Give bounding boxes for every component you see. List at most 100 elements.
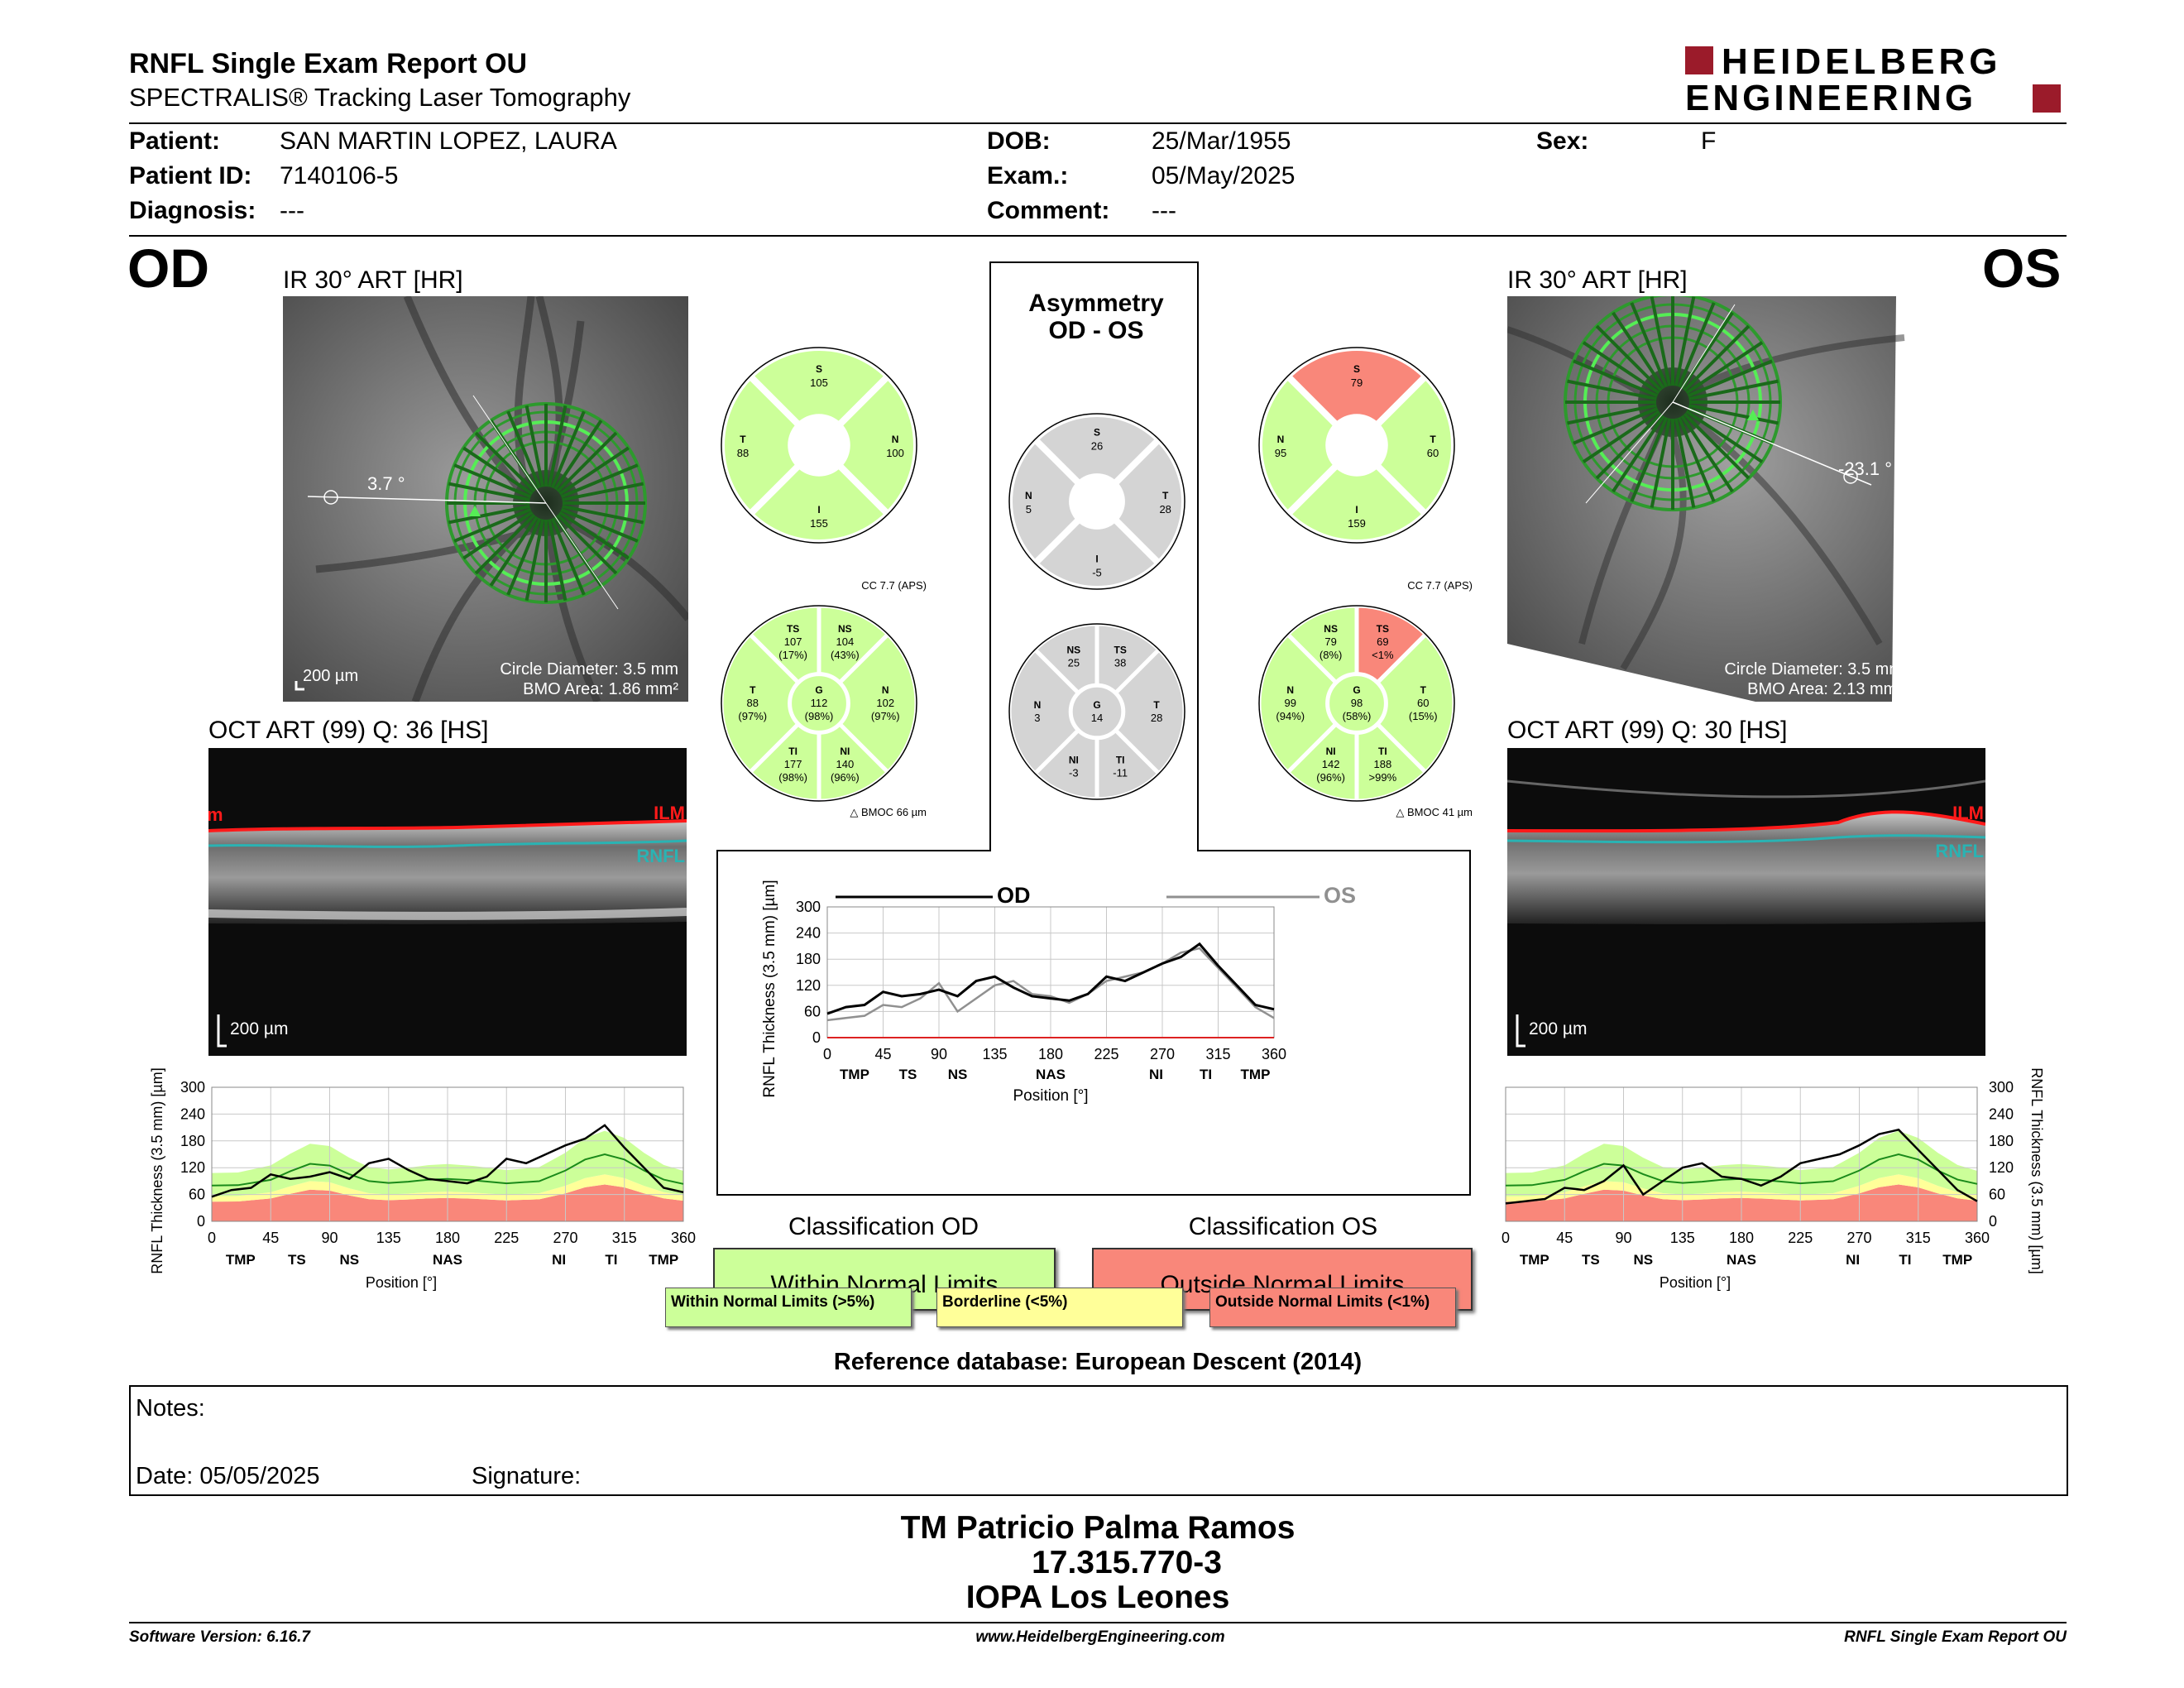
scan-spoke [547,519,568,602]
sector-label: N [892,434,899,445]
os-ilm-label: ILM [1952,803,1984,823]
od-cc-label: CC 7.7 (APS) [861,579,927,592]
sector-text: 102 [876,697,894,709]
os-circle-diameter: Circle Diameter: 3.5 mm [1724,660,1903,679]
sector-axis-label: TMP [226,1252,256,1268]
x-tick-label: 0 [1502,1230,1510,1246]
scan-spoke [1685,341,1764,395]
sector-value: 155 [810,517,828,530]
scan-spoke [462,511,534,560]
scan-spoke [560,463,639,499]
sector-axis-label: TI [1899,1252,1911,1268]
sector-text: 3 [1034,712,1040,724]
report-title: RNFL Single Exam Report OU [129,48,528,79]
x-tick-label: 180 [1038,1046,1063,1062]
sector-text: (97%) [871,710,900,722]
sector-value: 79 [1351,376,1363,389]
sector-value: 100 [886,447,904,459]
x-tick-label: 45 [874,1046,891,1062]
scan-spoke [448,482,530,502]
x-tick-label: 135 [982,1046,1007,1062]
y-tick-label: 180 [180,1133,205,1149]
x-tick-label: 315 [612,1230,637,1246]
os-oct-label: OCT ART (99) Q: 30 [HS] [1507,717,1788,744]
sector-value: -5 [1092,566,1102,578]
scan-spoke [474,513,536,575]
sector-text: 107 [784,635,802,648]
od-oct-bscan: m ILM RNFL 200 µm [208,748,687,1056]
sector-text: 69 [1377,635,1388,648]
od-oct-label: OCT ART (99) Q: 36 [HS] [208,717,489,744]
sex-label: Sex: [1536,127,1589,155]
od-bmo-area: BMO Area: 1.86 mm² [523,680,678,698]
sector-value: 26 [1091,440,1103,453]
os-oct-scale: 200 µm [1529,1019,1588,1038]
x-tick-label: 225 [494,1230,519,1246]
sector-text: 28 [1151,712,1162,724]
y-axis-title: RNFL Thickness (3.5 mm) [µm] [761,880,778,1097]
x-tick-label: 360 [671,1230,696,1246]
scan-spoke [1650,296,1672,386]
x-tick-label: 315 [1205,1046,1230,1062]
sector-text: (96%) [1316,771,1345,784]
scan-spoke [462,446,534,496]
x-tick-label: 270 [1846,1230,1871,1246]
sector-label: I [1095,553,1098,564]
x-tick-label: 135 [376,1230,401,1246]
x-tick-label: 180 [1729,1230,1754,1246]
sector-axis-label: TMP [840,1067,869,1082]
od-ir-label: IR 30° ART [HR] [283,266,463,294]
sector-text: NI [1326,746,1336,757]
sector-text: 98 [1351,697,1363,709]
comment-label: Comment: [987,197,1110,224]
sector-axis-label: NI [1846,1252,1860,1268]
scan-spoke [1674,418,1696,508]
scan-spoke [506,410,542,489]
sector-label: N [1277,434,1285,445]
classification-od-title: Classification OD [788,1213,979,1240]
sector-axis-label: TI [1200,1067,1212,1082]
legend-os-label: OS [1324,883,1356,908]
scan-spoke [1683,324,1751,392]
signature-name: TM Patricio Palma Ramos [900,1510,1296,1546]
y-tick-label: 120 [180,1159,205,1176]
os-oct-bscan: ILM RNFL 200 µm [1507,748,1985,1056]
scan-spoke [1612,415,1665,493]
sector-axis-label: NAS [1036,1067,1066,1082]
y-tick-label: 300 [1989,1079,2014,1096]
reference-database: Reference database: European Descent (20… [833,1349,1363,1375]
sector-label: I [1355,504,1358,516]
notes-label: Notes: [136,1395,205,1422]
y-tick-label: 60 [189,1187,205,1203]
circle-center [788,672,850,735]
logo-red-square-bottom [2033,84,2061,113]
x-tick-label: 0 [208,1230,216,1246]
sector-value: 28 [1159,503,1171,516]
sector-text: 104 [836,635,855,648]
sector-axis-label: TMP [649,1252,678,1268]
od-os-comparison-chart: 0 60 120 180 240 300 0 45 90 135 180 225 270 315 360 OD… [761,880,1356,1105]
sector-text: T [1420,684,1427,696]
thickness-profile [1505,1128,1978,1205]
sector-text: 112 [811,697,828,709]
sector-label: T [740,434,746,445]
legend-borderline: Borderline (<5%) [936,1288,1183,1327]
sector-text: 60 [1417,697,1429,709]
scan-spoke [1630,416,1669,502]
sector-text: 188 [1374,758,1392,770]
x-tick-label: 45 [262,1230,279,1246]
y-axis-title: RNFL Thickness (3.5 mm) [µm] [149,1067,165,1273]
sector-axis-label: NS [948,1067,968,1082]
os-eye-label: OS [1982,237,2062,299]
sector-text: TS [1114,645,1126,656]
sector-label: I [817,504,820,516]
sector-text: 177 [784,758,802,770]
x-tick-label: 270 [553,1230,577,1246]
scan-spoke [562,482,644,502]
scan-spoke [1680,311,1734,390]
classification-os-title: Classification OS [1188,1213,1378,1240]
y-tick-label: 300 [796,899,821,915]
scan-spoke [1687,359,1773,398]
logo-red-square-top [1685,46,1713,74]
